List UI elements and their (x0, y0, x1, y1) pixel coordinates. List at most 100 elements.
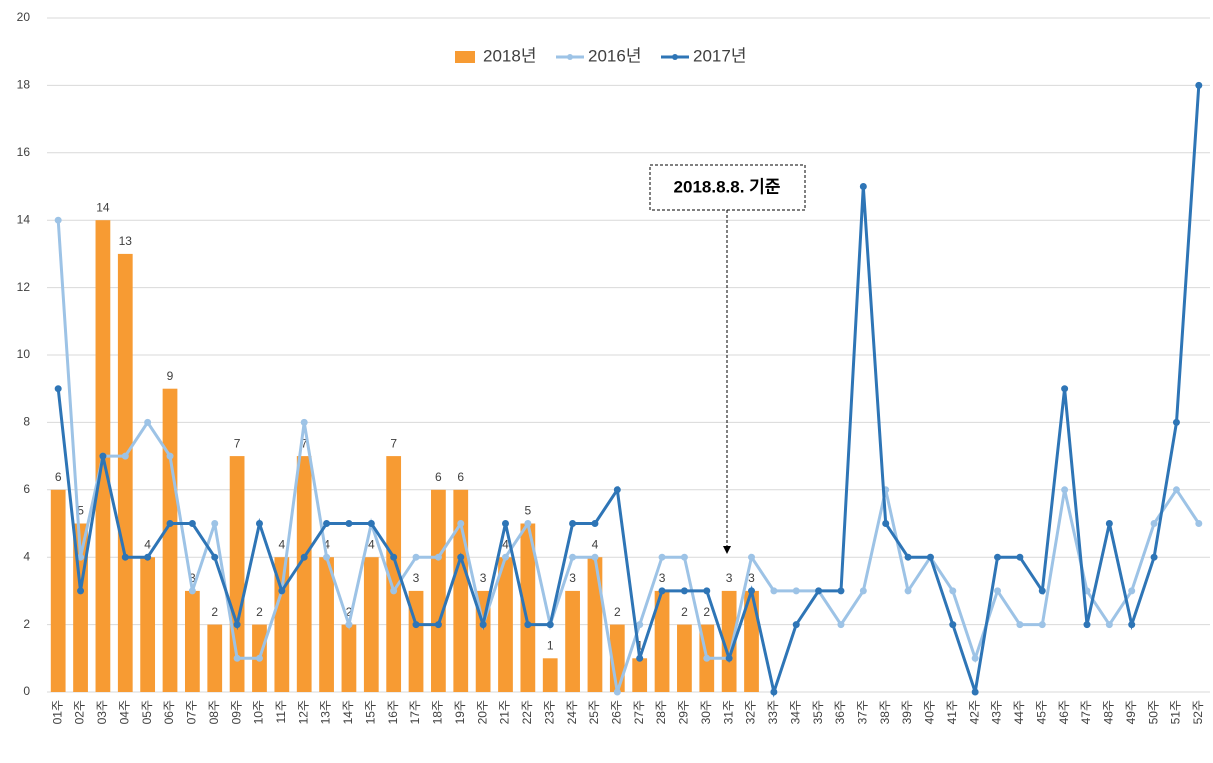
data-label: 7 (301, 436, 308, 450)
x-tick-label: 15주 (363, 700, 377, 724)
point (434, 553, 442, 561)
data-label: 6 (457, 470, 464, 484)
data-label: 4 (278, 537, 285, 551)
legend-label: 2016년 (588, 46, 641, 65)
point (390, 553, 398, 561)
x-tick-label: 51주 (1169, 700, 1183, 724)
data-label: 5 (77, 504, 84, 518)
point (748, 587, 756, 595)
point (994, 587, 1002, 595)
point (211, 553, 219, 561)
x-tick-label: 43주 (990, 700, 1004, 724)
data-label: 2 (346, 605, 353, 619)
point (121, 553, 129, 561)
annotation: 2018.8.8. 기준 (674, 177, 781, 196)
point (971, 688, 979, 696)
point (1016, 621, 1024, 629)
x-tick-label: 38주 (878, 700, 892, 724)
legend-label: 2017년 (693, 46, 746, 65)
x-tick-label: 25주 (587, 700, 601, 724)
point (434, 621, 442, 629)
point (99, 452, 107, 460)
data-label: 3 (413, 571, 420, 585)
x-tick-label: 36주 (833, 700, 847, 724)
point (1061, 486, 1069, 494)
point (1083, 621, 1091, 629)
legend-marker (567, 54, 573, 60)
point (546, 621, 554, 629)
y-tick-label: 4 (23, 549, 30, 563)
point (1150, 553, 1158, 561)
x-tick-label: 27주 (632, 700, 646, 724)
x-tick-label: 06주 (162, 700, 176, 724)
bar (744, 590, 759, 692)
bar (50, 489, 66, 692)
y-tick-label: 12 (17, 280, 31, 294)
x-tick-label: 41주 (945, 700, 959, 724)
bar (721, 590, 737, 692)
data-label: 3 (748, 571, 755, 585)
point (658, 553, 666, 561)
point (121, 452, 129, 460)
data-label: 1 (636, 638, 643, 652)
x-tick-label: 50주 (1146, 700, 1160, 724)
point (144, 418, 152, 426)
point (54, 216, 62, 224)
x-tick-label: 13주 (319, 700, 333, 724)
point (770, 587, 778, 595)
bar (431, 489, 446, 692)
annotation-box (649, 164, 806, 211)
bar (319, 557, 334, 692)
y-tick-label: 18 (17, 78, 31, 92)
point (792, 621, 800, 629)
line (56, 85, 1201, 698)
point (1038, 621, 1046, 629)
x-tick-label: 23주 (542, 700, 556, 724)
point (323, 520, 331, 527)
point (882, 520, 890, 527)
x-tick-label: 48주 (1102, 700, 1116, 724)
x-tick-label: 04주 (117, 700, 131, 724)
point (658, 587, 666, 595)
point (1105, 621, 1113, 629)
point (300, 553, 308, 561)
bar (274, 557, 290, 692)
point (255, 520, 263, 527)
point (971, 654, 979, 662)
annotation-arrowhead (723, 546, 731, 554)
x-tick-label: 45주 (1034, 700, 1048, 724)
x-tick-label: 12주 (296, 700, 310, 724)
bar (542, 658, 558, 692)
data-label: 3 (659, 571, 666, 585)
x-tick-label: 34주 (788, 700, 802, 724)
bar (386, 456, 402, 692)
data-label: 1 (547, 638, 554, 652)
bar (677, 624, 692, 692)
x-tick-label: 16주 (386, 700, 400, 724)
x-tick-label: 02주 (73, 700, 87, 724)
point (1172, 418, 1180, 426)
x-tick-label: 07주 (185, 700, 199, 724)
point (524, 520, 532, 527)
point (166, 520, 174, 527)
point (904, 553, 912, 561)
bar (587, 557, 603, 692)
point (680, 553, 688, 561)
bar (341, 624, 357, 692)
point (233, 654, 241, 662)
point (390, 587, 398, 595)
data-label: 2 (211, 605, 218, 619)
legend-swatch (455, 51, 475, 63)
point (1128, 621, 1136, 629)
point (859, 587, 867, 595)
data-label: 2 (614, 605, 621, 619)
data-label: 6 (55, 470, 62, 484)
data-label: 4 (592, 537, 599, 551)
point (591, 520, 599, 527)
data-label: 3 (189, 571, 196, 585)
point (949, 587, 957, 595)
point (680, 587, 688, 595)
y-tick-label: 6 (23, 482, 30, 496)
data-label: 14 (96, 200, 110, 214)
